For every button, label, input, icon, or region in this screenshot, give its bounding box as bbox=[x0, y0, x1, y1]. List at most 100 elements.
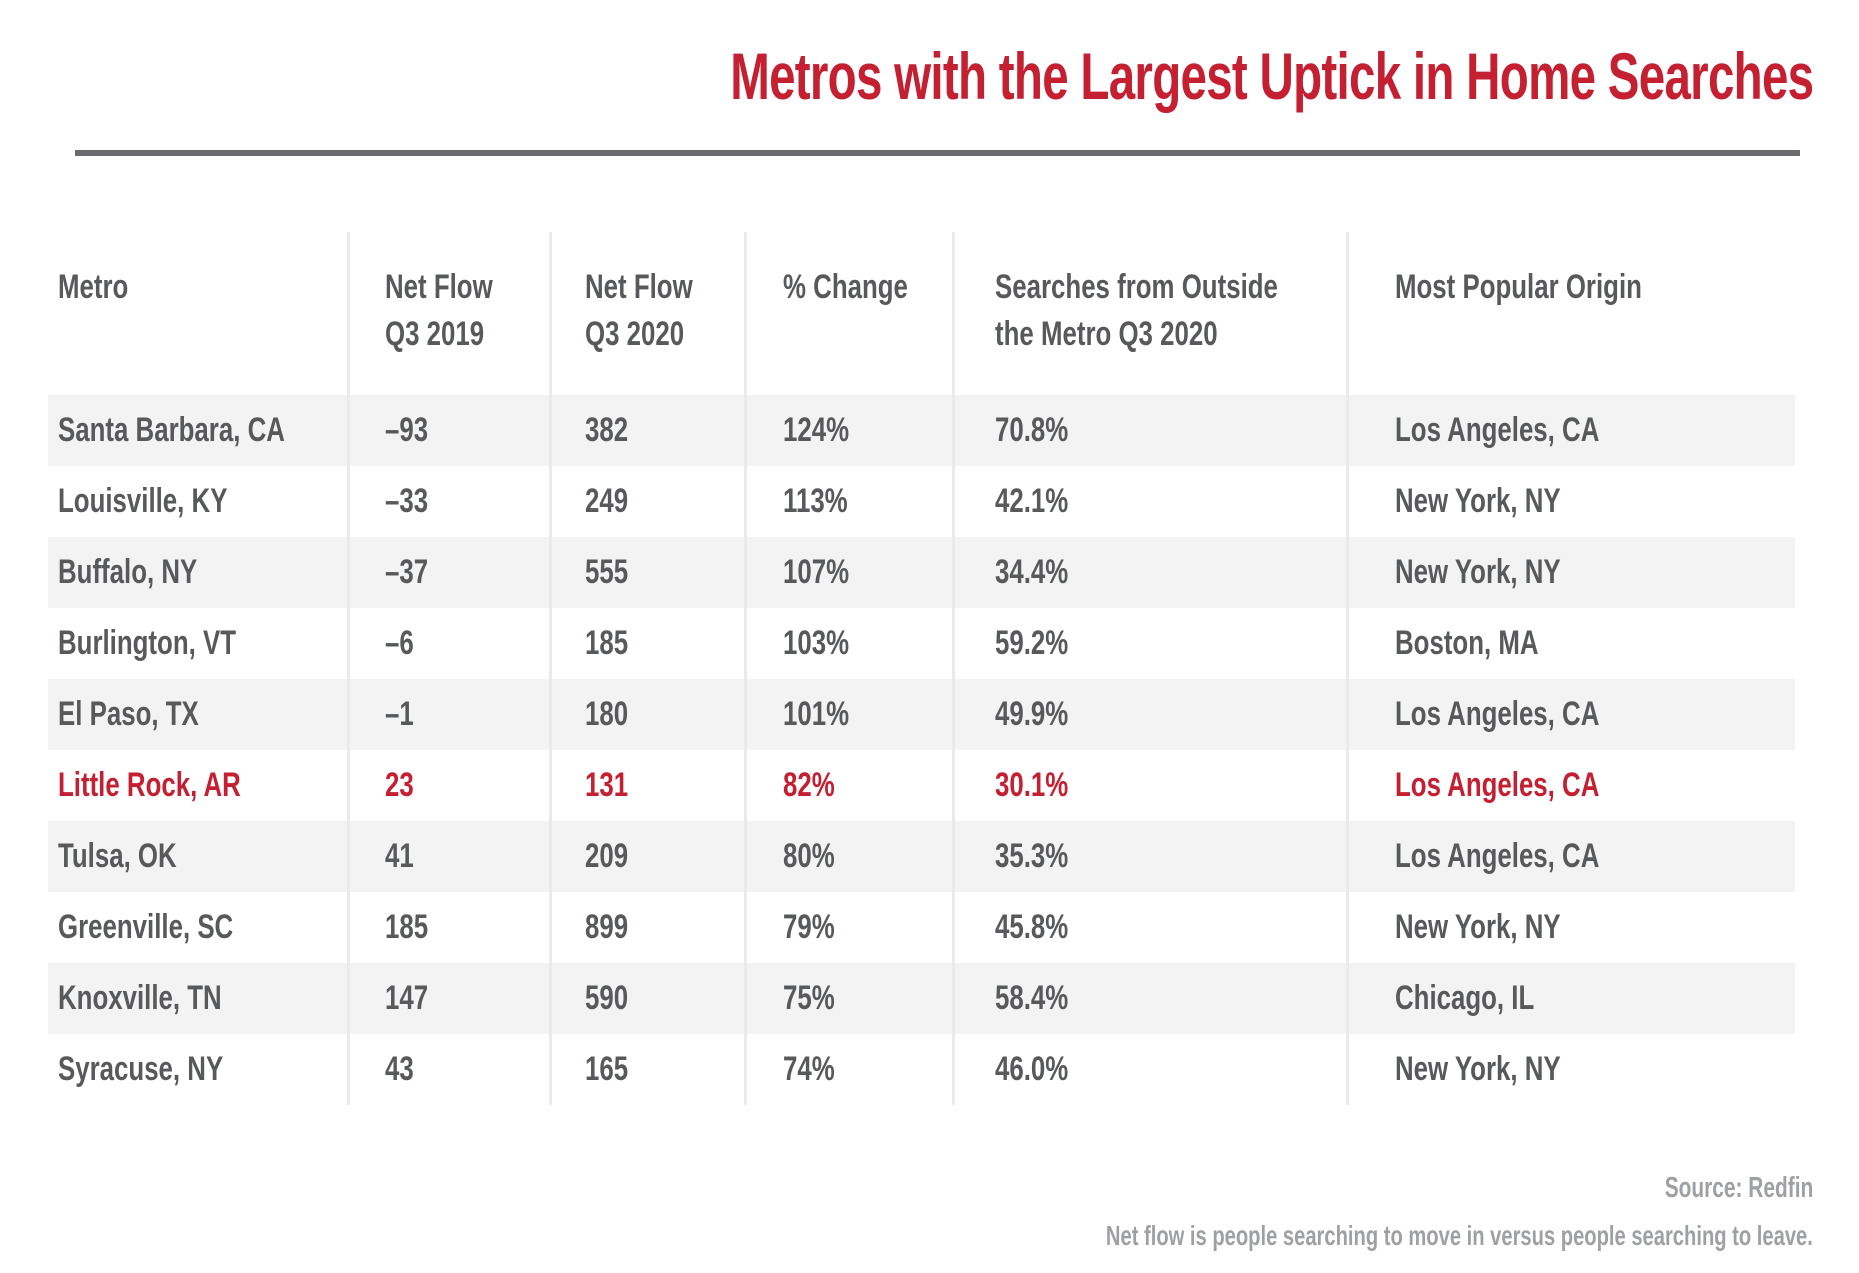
cell-value: 185 bbox=[385, 908, 429, 946]
cell-value: Greenville, SC bbox=[58, 908, 234, 946]
cell-net-flow-q3-2019: –37 bbox=[347, 537, 549, 608]
cell-net-flow-q3-2020: 180 bbox=[549, 679, 744, 750]
cell-net-flow-q3-2020: 165 bbox=[549, 1034, 744, 1105]
cell-origin: Los Angeles, CA bbox=[1346, 821, 1795, 892]
cell-value: 101% bbox=[783, 695, 850, 733]
table-row: Buffalo, NY –37 555 107% 34.4% New York, NY bbox=[48, 537, 1795, 608]
cell-net-flow-q3-2019: 43 bbox=[347, 1034, 549, 1105]
cell-value: –93 bbox=[385, 411, 429, 449]
cell-net-flow-q3-2020: 185 bbox=[549, 608, 744, 679]
cell-value: 49.9% bbox=[995, 695, 1069, 733]
cell-pct-change: 113% bbox=[744, 466, 952, 537]
cell-searches-outside: 49.9% bbox=[952, 679, 1346, 750]
cell-value: 34.4% bbox=[995, 553, 1069, 591]
cell-value: 75% bbox=[783, 979, 835, 1017]
cell-net-flow-q3-2019: 185 bbox=[347, 892, 549, 963]
cell-pct-change: 101% bbox=[744, 679, 952, 750]
table-row: Burlington, VT –6 185 103% 59.2% Boston, MA bbox=[48, 608, 1795, 679]
cell-searches-outside: 59.2% bbox=[952, 608, 1346, 679]
cell-origin: Los Angeles, CA bbox=[1346, 395, 1795, 466]
cell-value: 41 bbox=[385, 837, 414, 875]
cell-origin: Los Angeles, CA bbox=[1346, 750, 1795, 821]
cell-value: 899 bbox=[585, 908, 629, 946]
cell-metro: Santa Barbara, CA bbox=[48, 395, 347, 466]
cell-value: New York, NY bbox=[1395, 1050, 1561, 1088]
cell-value: Buffalo, NY bbox=[58, 553, 198, 591]
cell-metro: Knoxville, TN bbox=[48, 963, 347, 1034]
cell-value: 82% bbox=[783, 766, 835, 804]
cell-value: Santa Barbara, CA bbox=[58, 411, 285, 449]
footer-note: Net flow is people searching to move in … bbox=[831, 1220, 1813, 1252]
cell-searches-outside: 58.4% bbox=[952, 963, 1346, 1034]
cell-net-flow-q3-2019: –93 bbox=[347, 395, 549, 466]
cell-value: –33 bbox=[385, 482, 429, 520]
cell-value: 23 bbox=[385, 766, 414, 804]
cell-searches-outside: 34.4% bbox=[952, 537, 1346, 608]
cell-value: 103% bbox=[783, 624, 850, 662]
cell-value: Syracuse, NY bbox=[58, 1050, 224, 1088]
cell-value: 30.1% bbox=[995, 766, 1069, 804]
data-table: Metro Net Flow Q3 2019 Net Flow Q3 2020 % Cha… bbox=[48, 232, 1795, 1105]
cell-searches-outside: 30.1% bbox=[952, 750, 1346, 821]
cell-net-flow-q3-2019: 147 bbox=[347, 963, 549, 1034]
cell-net-flow-q3-2020: 590 bbox=[549, 963, 744, 1034]
cell-pct-change: 103% bbox=[744, 608, 952, 679]
cell-value: 180 bbox=[585, 695, 629, 733]
cell-value: Chicago, IL bbox=[1395, 979, 1535, 1017]
cell-value: Little Rock, AR bbox=[58, 766, 241, 804]
header-cell-searches-outside: Searches from Outside the Metro Q3 2020 bbox=[952, 232, 1346, 395]
cell-value: 58.4% bbox=[995, 979, 1069, 1017]
cell-value: 35.3% bbox=[995, 837, 1069, 875]
footer-source: Source: Redfin bbox=[1607, 1172, 1814, 1205]
cell-value: 382 bbox=[585, 411, 629, 449]
cell-pct-change: 75% bbox=[744, 963, 952, 1034]
cell-value: 59.2% bbox=[995, 624, 1069, 662]
header-label: the Metro Q3 2020 bbox=[995, 315, 1218, 353]
cell-value: New York, NY bbox=[1395, 908, 1561, 946]
cell-pct-change: 74% bbox=[744, 1034, 952, 1105]
cell-value: Los Angeles, CA bbox=[1395, 766, 1600, 804]
table-row: Little Rock, AR 23 131 82% 30.1% Los Angeles,… bbox=[48, 750, 1795, 821]
table-row: Louisville, KY –33 249 113% 42.1% New York, N… bbox=[48, 466, 1795, 537]
cell-pct-change: 82% bbox=[744, 750, 952, 821]
header-cell-net-flow-q3-2020: Net Flow Q3 2020 bbox=[549, 232, 744, 395]
table-header-row: Metro Net Flow Q3 2019 Net Flow Q3 2020 % Cha… bbox=[48, 232, 1795, 395]
header-label: Metro bbox=[58, 268, 129, 306]
cell-value: El Paso, TX bbox=[58, 695, 199, 733]
table-body: Santa Barbara, CA –93 382 124% 70.8% Los Ange… bbox=[48, 395, 1795, 1105]
cell-metro: Syracuse, NY bbox=[48, 1034, 347, 1105]
title-underline-rule bbox=[75, 150, 1800, 156]
cell-origin: New York, NY bbox=[1346, 892, 1795, 963]
cell-net-flow-q3-2020: 555 bbox=[549, 537, 744, 608]
cell-metro: Greenville, SC bbox=[48, 892, 347, 963]
cell-value: 249 bbox=[585, 482, 629, 520]
cell-value: 46.0% bbox=[995, 1050, 1069, 1088]
header-label: Most Popular Origin bbox=[1395, 268, 1642, 306]
cell-net-flow-q3-2019: 41 bbox=[347, 821, 549, 892]
cell-value: Los Angeles, CA bbox=[1395, 411, 1600, 449]
cell-value: 555 bbox=[585, 553, 629, 591]
page-title: Metros with the Largest Uptick in Home S… bbox=[309, 38, 1814, 114]
cell-value: 107% bbox=[783, 553, 850, 591]
cell-net-flow-q3-2019: –1 bbox=[347, 679, 549, 750]
cell-value: 80% bbox=[783, 837, 835, 875]
cell-origin: New York, NY bbox=[1346, 1034, 1795, 1105]
cell-net-flow-q3-2020: 382 bbox=[549, 395, 744, 466]
cell-origin: New York, NY bbox=[1346, 537, 1795, 608]
cell-value: Boston, MA bbox=[1395, 624, 1539, 662]
cell-value: 79% bbox=[783, 908, 835, 946]
cell-value: 74% bbox=[783, 1050, 835, 1088]
cell-net-flow-q3-2020: 249 bbox=[549, 466, 744, 537]
cell-metro: El Paso, TX bbox=[48, 679, 347, 750]
cell-value: 165 bbox=[585, 1050, 629, 1088]
cell-origin: New York, NY bbox=[1346, 466, 1795, 537]
cell-origin: Los Angeles, CA bbox=[1346, 679, 1795, 750]
cell-net-flow-q3-2020: 209 bbox=[549, 821, 744, 892]
table-row: Syracuse, NY 43 165 74% 46.0% New York, NY bbox=[48, 1034, 1795, 1105]
cell-value: 42.1% bbox=[995, 482, 1069, 520]
cell-value: 147 bbox=[385, 979, 429, 1017]
table-row: Knoxville, TN 147 590 75% 58.4% Chicago, IL bbox=[48, 963, 1795, 1034]
cell-value: –6 bbox=[385, 624, 414, 662]
cell-value: 70.8% bbox=[995, 411, 1069, 449]
